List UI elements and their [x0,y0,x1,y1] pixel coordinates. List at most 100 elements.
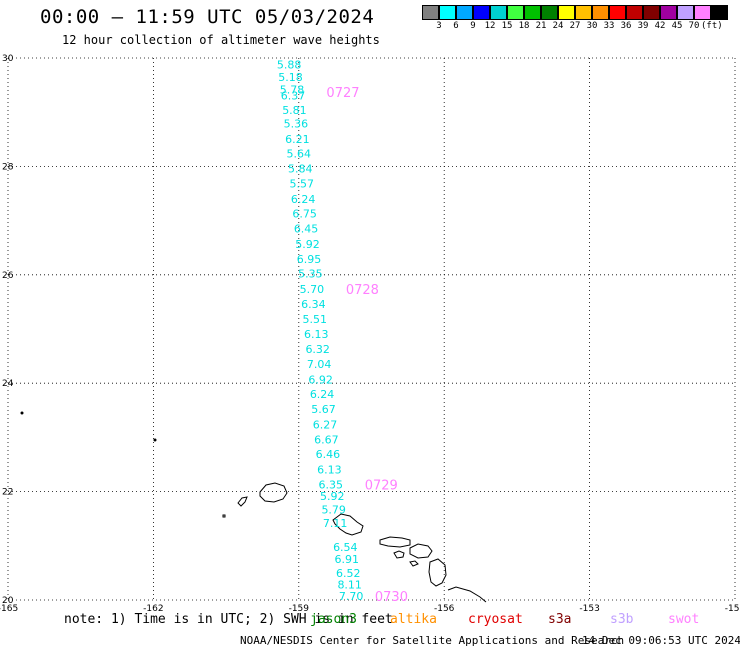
swh-value-label: 5.35 [298,268,323,281]
lon-tick-label: -159 [289,604,310,614]
colorbar-swatch [592,5,609,20]
swh-value-label: 6.45 [294,223,319,236]
pass-time-label: 0727 [326,86,359,101]
swh-value-label: 6.32 [305,343,330,356]
satellite-legend-s3b: s3b [610,612,634,627]
hawaiian-islands-coastline [20,411,487,603]
lon-tick-label: -150 [725,604,740,614]
lon-tick-label: -156 [434,604,455,614]
colorbar-label: (ft) [701,21,723,31]
colorbar-label: 6 [453,21,459,31]
colorbar-swatch [456,5,473,20]
colorbar-label: 39 [637,21,649,31]
colorbar [422,5,728,20]
colorbar-swatch [711,5,728,20]
colorbar-label: 9 [470,21,476,31]
swh-value-label: 6.21 [285,133,310,146]
colorbar-label: 15 [501,21,513,31]
colorbar-label: 33 [603,21,615,31]
swh-value-label: 6.75 [292,208,317,221]
satellite-legend-jason3: jason3 [310,612,357,627]
lat-tick-label: 28 [2,162,14,172]
colorbar-label: 70 [688,21,700,31]
swh-value-label: 5.81 [282,104,307,117]
colorbar-swatch [694,5,711,20]
island-kauai [259,482,288,503]
swh-value-label: 7.11 [323,517,348,530]
footer-credit: NOAA/NESDIS Center for Satellite Applica… [240,634,625,647]
satellite-legend-altika: altika [390,612,437,627]
colorbar-swatch [439,5,456,20]
swh-value-label: 5.67 [311,403,336,416]
map-title: 00:00 – 11:59 UTC 05/03/2024 [40,6,375,28]
swh-value-label: 5.18 [278,71,303,84]
swh-value-label: 6.46 [316,448,341,461]
wave-height-labels: 5.885.185.786.37 5.815.36 6.215.64 5.84 5.57… [277,59,364,604]
island-kahoolawe [409,560,419,567]
swh-value-label: 5.36 [284,118,309,131]
island-molokai [379,536,411,548]
swh-value-label: 6.34 [301,298,326,311]
colorbar-label: 21 [535,21,547,31]
colorbar-swatch [626,5,643,20]
swh-value-label: 6.27 [313,418,338,431]
axis-labels: -165 -162 -159 -156 -153 -150 30 28 26 24 22 20 [0,54,740,614]
lon-tick-label: -162 [143,604,163,614]
pass-time-labels: 0727 0728 0729 0730 [326,86,408,605]
lon-tick-label: -153 [579,604,599,614]
colorbar-label: 45 [671,21,683,31]
swh-value-label: 6.67 [314,434,339,447]
lon-tick-label: -165 [0,604,18,614]
swh-value-label: 6.52 [336,567,361,580]
colorbar-label: 18 [518,21,530,31]
swh-value-label: 6.13 [317,463,342,476]
colorbar-swatch [643,5,660,20]
colorbar-swatch [524,5,541,20]
swh-value-label: 5.92 [295,238,320,251]
island-hawaii-north-tip [447,586,487,603]
lat-tick-label: 22 [2,488,13,498]
swh-value-label: 5.57 [289,178,314,191]
lat-tick-label: 26 [2,271,14,281]
island-oahu [332,513,364,536]
swh-value-label: 6.13 [304,328,329,341]
colorbar-swatch [473,5,490,20]
pass-time-label: 0730 [375,590,408,605]
swh-value-label: 7.04 [307,358,332,371]
swh-value-label: 5.79 [321,503,346,516]
island-lanai [393,550,405,559]
lat-tick-label: 24 [2,379,14,389]
swh-value-label: 5.88 [277,59,302,72]
swh-value-label: 6.95 [297,253,322,266]
map-subtitle: 12 hour collection of altimeter wave hei… [62,33,380,47]
swh-value-label: 7.70 [339,590,364,603]
colorbar-swatch [609,5,626,20]
satellite-legend-cryosat: cryosat [468,612,523,627]
satellite-legend-swot: swot [668,612,700,627]
swh-value-label: 6.37 [281,89,306,102]
swh-value-label: 5.84 [288,163,313,176]
colorbar-swatch [490,5,507,20]
swh-value-label: 6.91 [335,553,360,566]
swh-value-label: 6.35 [319,479,344,492]
colorbar-label: 30 [586,21,598,31]
colorbar-swatch [677,5,694,20]
swh-value-label: 6.92 [308,373,333,386]
island-niihau [237,496,248,507]
swh-value-label: 5.51 [303,313,328,326]
colorbar-swatch [660,5,677,20]
colorbar-label: 42 [654,21,666,31]
island-hawaii [428,558,447,587]
swh-value-label: 6.54 [333,541,358,554]
swh-value-label: 6.24 [291,193,316,206]
islet-nihoa [20,411,24,415]
colorbar-swatch [422,5,439,20]
units-note: note: 1) Time is in UTC; 2) SWH is in fe… [64,612,393,627]
colorbar-labels: 3 6 9 12 15 18 21 24 27 30 33 36 39 42 45 70 (ft) [422,21,740,33]
pass-time-label: 0728 [346,283,379,298]
lat-tick-label: 30 [2,54,14,64]
colorbar-swatch [575,5,592,20]
satellite-legend-s3a: s3a [548,612,572,627]
swh-value-label: 5.64 [287,147,312,160]
